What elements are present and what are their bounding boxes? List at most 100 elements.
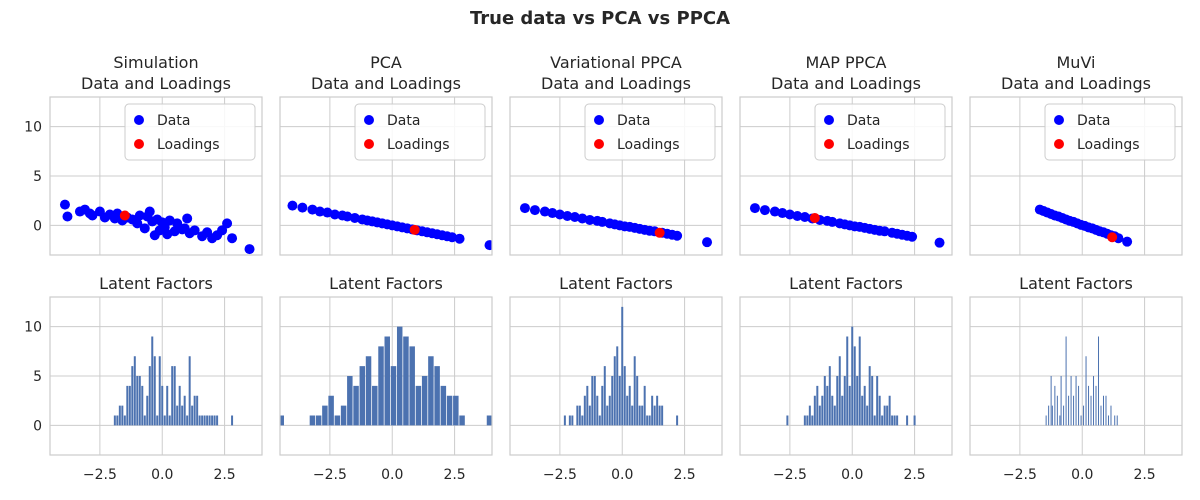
histogram-bar [136, 376, 139, 426]
histogram-bar [828, 366, 831, 426]
data-point [342, 211, 353, 222]
subplot-title-line1: PCA [370, 53, 402, 72]
legend-marker-loadings [594, 139, 604, 149]
data-point [749, 203, 760, 214]
histogram-bar [1056, 395, 1058, 426]
plot-area [280, 326, 492, 426]
histogram-bar [198, 415, 201, 426]
histogram-bar [196, 395, 199, 426]
data-point [132, 218, 143, 229]
legend-label-data: Data [617, 113, 650, 129]
histogram-bar [1100, 405, 1102, 426]
histogram-bar [1054, 385, 1056, 426]
legend-marker-loadings [1054, 139, 1064, 149]
histogram-bar [583, 395, 586, 426]
histogram-bar [1095, 385, 1097, 426]
histogram-bar [1065, 336, 1067, 426]
legend-label-loadings: Loadings [847, 137, 910, 153]
histogram-bar [881, 415, 884, 426]
legend-label-data: Data [157, 113, 190, 129]
histogram-bar [603, 366, 606, 426]
histogram-bar [126, 385, 129, 426]
plot-area [563, 306, 679, 426]
subplot-title: Latent Factors [789, 274, 903, 293]
histogram-bar [421, 376, 428, 426]
histogram-bar [201, 415, 204, 426]
histogram-bar [646, 415, 649, 426]
histogram-bar [440, 385, 447, 426]
plot-area [1034, 204, 1133, 247]
histogram-bar [231, 415, 234, 426]
histogram-bar [1059, 415, 1061, 426]
x-tick-label: 2.5 [1133, 467, 1155, 483]
histogram-bar [1114, 415, 1116, 426]
data-point [142, 211, 153, 222]
x-tick-label: 2.5 [673, 467, 695, 483]
legend-marker-loadings [364, 139, 374, 149]
x-tick-label: 2.5 [903, 467, 925, 483]
histogram-bar [434, 366, 440, 426]
data-point [759, 205, 770, 216]
data-point [322, 207, 333, 218]
histogram-bar [138, 376, 141, 426]
histogram-bar [116, 415, 119, 426]
legend-marker-data [594, 115, 604, 125]
plot-area [287, 200, 492, 251]
x-tick-label: −2.5 [543, 467, 577, 483]
axes-frame [49, 96, 263, 256]
histogram-bar [166, 385, 169, 426]
data-point [112, 208, 123, 219]
histogram-bar [613, 356, 616, 426]
legend-marker-data [364, 115, 374, 125]
histogram-bar [563, 415, 566, 426]
data-point [287, 200, 298, 211]
y-tick-label: 0 [33, 418, 42, 434]
x-tick-label: 2.5 [213, 467, 235, 483]
histogram-bar [213, 415, 216, 426]
histogram-bar [848, 385, 851, 426]
x-tick-label: 2.5 [443, 467, 465, 483]
histogram-bar [486, 415, 492, 426]
histogram-bar [171, 366, 174, 426]
histogram-bar [873, 415, 876, 426]
plot-area [113, 336, 234, 426]
histogram-bar [1085, 356, 1087, 426]
histogram-bar [626, 395, 629, 426]
histogram-bar [676, 415, 679, 426]
subplot-title-line1: MuVi [1057, 53, 1096, 72]
data-point [59, 199, 70, 210]
histogram-bar [158, 356, 161, 426]
histogram-bar [831, 395, 834, 426]
histogram-bar [446, 395, 453, 426]
x-tick-label: −2.5 [313, 467, 347, 483]
legend-marker-data [134, 115, 144, 125]
data-point [827, 216, 838, 227]
data-point [769, 206, 780, 217]
histogram-bar [211, 415, 214, 426]
data-point [139, 223, 150, 234]
histogram-bar [803, 415, 806, 426]
data-point [562, 210, 573, 221]
loading-point [1107, 232, 1118, 243]
subplot-title: Latent Factors [559, 274, 673, 293]
histogram-bar [1088, 385, 1090, 426]
histogram-bar [1093, 376, 1095, 426]
histogram-bar [216, 415, 219, 426]
data-point [784, 209, 795, 220]
histogram-bar [1110, 405, 1112, 426]
axes-frame [509, 96, 723, 256]
x-tick-label: 0.0 [841, 467, 863, 483]
histogram-bar [661, 405, 664, 426]
histogram-bar [1063, 405, 1065, 426]
histogram-bar [1050, 376, 1052, 426]
histogram-bar [878, 395, 881, 426]
histogram-bar [121, 405, 124, 426]
histogram-bar [1078, 385, 1080, 426]
histogram-bar [153, 356, 156, 426]
subplot-title-line2: Data and Loadings [311, 74, 461, 93]
histogram-bar [628, 385, 631, 426]
histogram-bar [1070, 376, 1072, 426]
histogram-bar [843, 376, 846, 426]
axes-frame [509, 296, 723, 456]
histogram-bar [786, 415, 789, 426]
